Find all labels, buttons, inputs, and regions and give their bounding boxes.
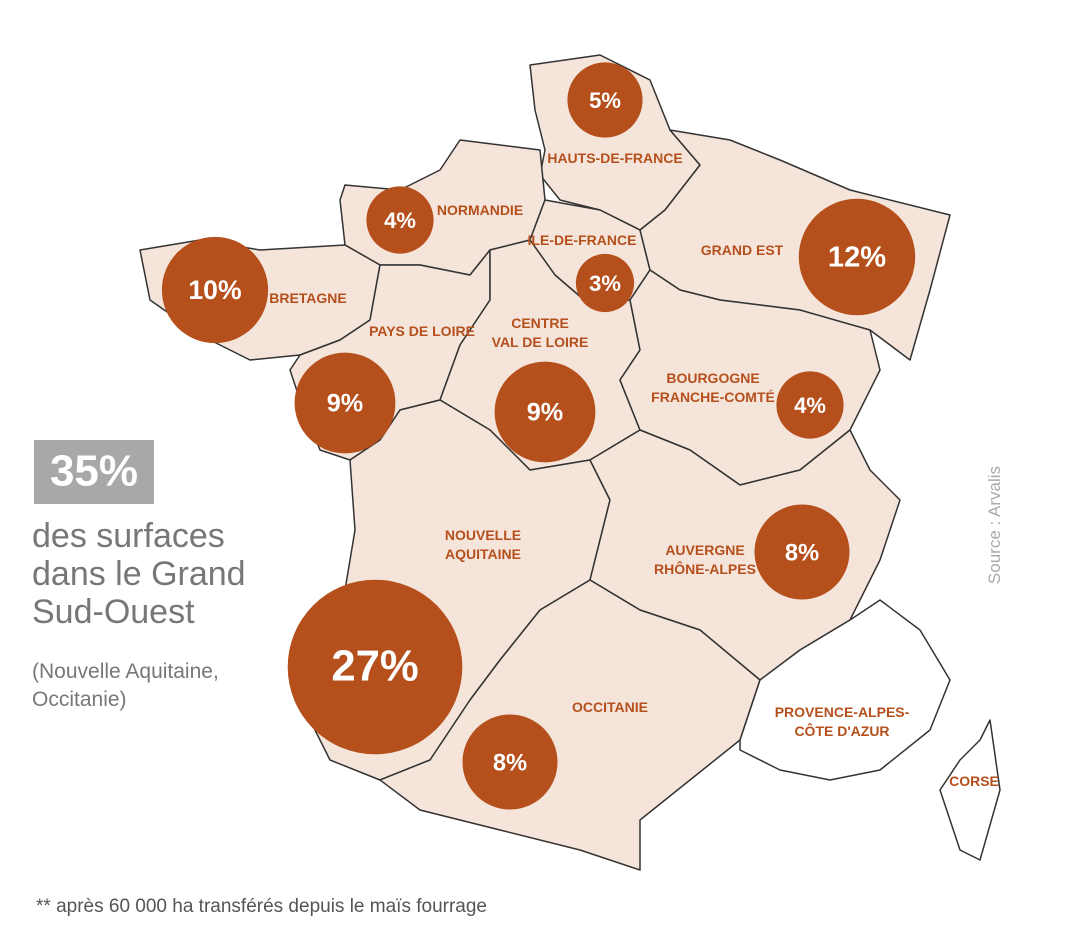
region-name: FRANCHE-COMTÉ: [651, 389, 775, 405]
shape-corse: [939, 719, 1001, 861]
bubble-label: 9%: [527, 399, 563, 427]
region-name: CORSE: [949, 773, 999, 789]
region-name: OCCITANIE: [572, 699, 648, 715]
region-name: HAUTS-DE-FRANCE: [547, 150, 682, 166]
region-name: PROVENCE-ALPES-: [775, 704, 910, 720]
region-name: BOURGOGNE: [666, 370, 759, 386]
highlight-text: Sud-Ouest: [32, 593, 195, 631]
bubble-label: 10%: [188, 275, 241, 305]
bubble-label: 3%: [589, 271, 621, 296]
bubble-label: 8%: [785, 539, 819, 566]
region-name: PAYS DE LOIRE: [369, 323, 475, 339]
bubble-label: 4%: [384, 208, 416, 233]
bubble: [567, 62, 643, 138]
bubble: [754, 504, 850, 600]
shape-paca: [739, 599, 951, 781]
region-name: AUVERGNE: [665, 542, 744, 558]
highlight-note: (Nouvelle Aquitaine,: [32, 660, 219, 683]
bubble-label: 9%: [327, 390, 363, 418]
bubble: [161, 236, 269, 344]
bubble-label: 8%: [493, 749, 527, 776]
bubble-label: 4%: [794, 393, 826, 418]
highlight-value: 35%: [50, 447, 138, 496]
region-name: AQUITAINE: [445, 546, 521, 562]
region-name: VAL DE LOIRE: [492, 334, 589, 350]
shape-occitanie: [379, 579, 761, 871]
bubble: [366, 186, 434, 254]
region-name: GRAND EST: [701, 242, 784, 258]
highlight-text: des surfaces: [32, 517, 225, 555]
source: Source : Arvalis: [985, 466, 1004, 584]
bubble-label: 12%: [828, 242, 886, 274]
bubble: [494, 361, 596, 463]
footnote: ** après 60 000 ha transférés depuis le …: [36, 896, 487, 917]
bubble-label: 27%: [331, 642, 418, 691]
highlight-note: Occitanie): [32, 688, 127, 711]
bubble: [575, 253, 635, 313]
region-name: ILE-DE-FRANCE: [528, 232, 637, 248]
bubble: [462, 714, 558, 810]
region-name: NOUVELLE: [445, 527, 521, 543]
region-name: BRETAGNE: [269, 290, 347, 306]
highlight-text: dans le Grand: [32, 555, 246, 593]
bubble: [798, 198, 916, 316]
bubble-label: 5%: [589, 88, 621, 113]
bubble: [287, 579, 463, 755]
region-name: NORMANDIE: [437, 202, 523, 218]
region-name: CENTRE: [511, 315, 569, 331]
highlight-box: [34, 440, 154, 504]
bubble: [776, 371, 844, 439]
regions-shapes: [139, 54, 1001, 871]
bubble: [294, 352, 396, 454]
region-name: CÔTE D'AZUR: [794, 722, 889, 739]
region-name: RHÔNE-ALPES: [654, 560, 756, 577]
